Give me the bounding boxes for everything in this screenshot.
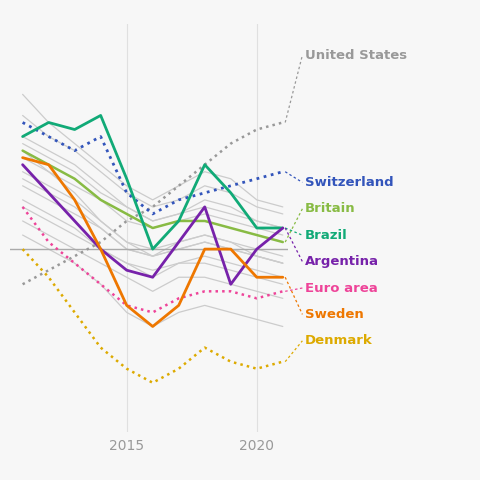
- Text: Brazil: Brazil: [305, 228, 348, 242]
- Text: Euro area: Euro area: [305, 281, 378, 295]
- Text: Denmark: Denmark: [305, 334, 372, 348]
- Text: Sweden: Sweden: [305, 308, 363, 321]
- Text: United States: United States: [305, 48, 407, 62]
- Text: Britain: Britain: [305, 202, 355, 216]
- Text: Argentina: Argentina: [305, 255, 379, 268]
- Text: Switzerland: Switzerland: [305, 176, 394, 189]
